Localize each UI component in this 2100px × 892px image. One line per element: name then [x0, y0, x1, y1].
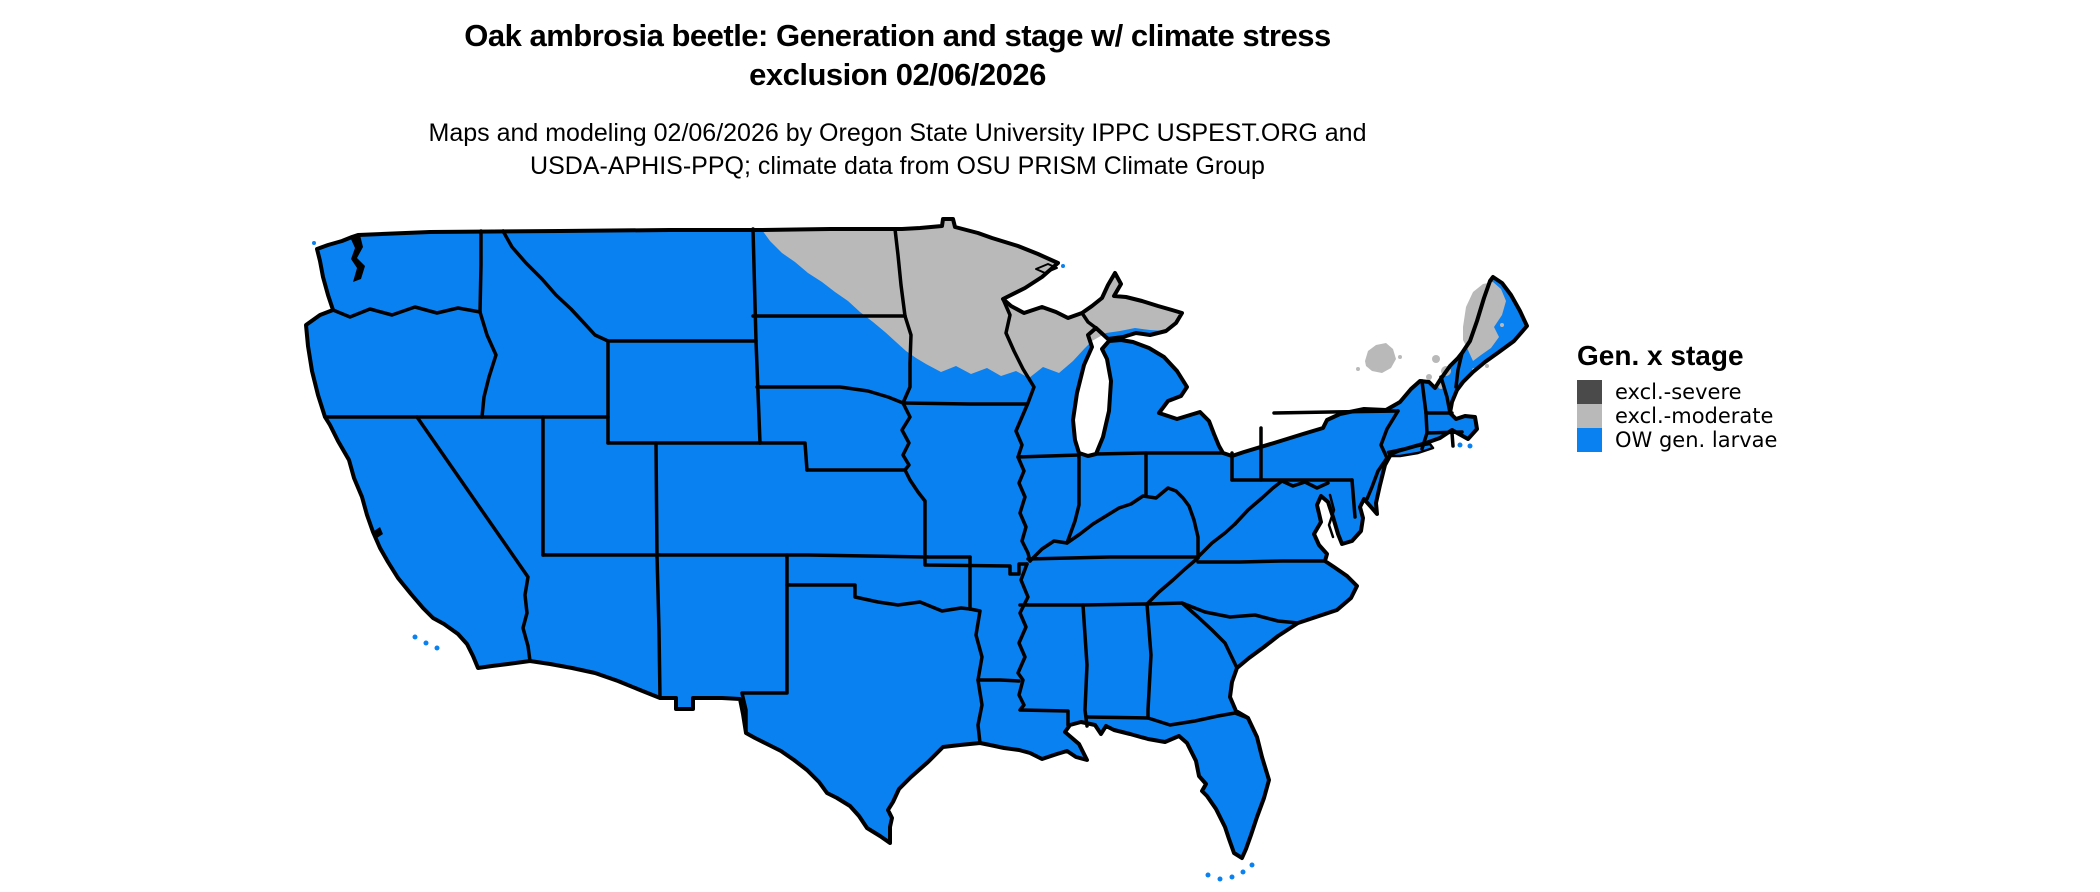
map-title: Oak ambrosia beetle: Generation and stag… — [230, 16, 1565, 94]
map-subtitle: Maps and modeling 02/06/2026 by Oregon S… — [230, 117, 1565, 183]
us-map — [304, 217, 1529, 882]
ow-gen-larvae-swatch — [1577, 428, 1602, 452]
excl-severe-label: excl.-severe — [1615, 380, 1742, 404]
isle-royale-stroke — [1035, 263, 1058, 274]
florida-keys-islands — [1205, 862, 1255, 882]
conus-outline-stroke — [304, 217, 1529, 860]
excl-moderate-adirondacks — [1365, 343, 1396, 373]
title-line-2: exclusion 02/06/2026 — [749, 57, 1046, 92]
water-marks — [350, 235, 383, 538]
legend-item-excl-moderate: excl.-moderate — [1577, 404, 1777, 428]
san-francisco-bay — [374, 527, 383, 538]
excl-moderate-maine — [1463, 282, 1506, 361]
new-england-islands — [1457, 442, 1473, 449]
flattery-islet — [312, 241, 316, 245]
excl-severe-swatch — [1577, 380, 1602, 404]
channel-islands — [412, 634, 440, 651]
subtitle-line-2: USDA-APHIS-PPQ; climate data from OSU PR… — [530, 152, 1265, 180]
puget-sound — [350, 235, 365, 282]
state-borders — [323, 227, 1464, 745]
superior-islet — [1061, 264, 1065, 268]
legend-item-excl-severe: excl.-severe — [1577, 380, 1777, 404]
legend-item-ow-gen-larvae: OW gen. larvae — [1577, 428, 1777, 452]
legend: Gen. x stage excl.-severe excl.-moderate… — [1577, 341, 1777, 452]
excl-moderate-upper-midwest — [762, 219, 1182, 378]
excl-moderate-label: excl.-moderate — [1615, 404, 1774, 428]
conus-outline — [306, 219, 1527, 858]
long-island-stroke — [1386, 442, 1435, 458]
ow-gen-larvae-label: OW gen. larvae — [1615, 428, 1778, 452]
legend-title: Gen. x stage — [1577, 340, 1744, 371]
excl-moderate-swatch — [1577, 404, 1602, 428]
subtitle-line-1: Maps and modeling 02/06/2026 by Oregon S… — [428, 119, 1367, 147]
excl-moderate-zones — [762, 219, 1506, 389]
title-line-1: Oak ambrosia beetle: Generation and stag… — [464, 18, 1331, 53]
